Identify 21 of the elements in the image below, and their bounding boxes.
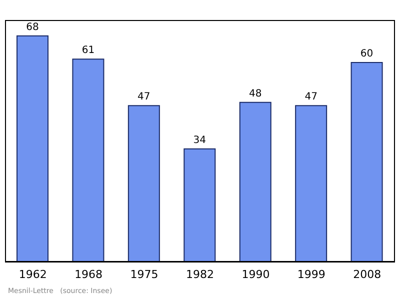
- data-label: 48: [248, 88, 262, 100]
- x-tick-label: 1975: [130, 268, 158, 281]
- data-label: 61: [82, 45, 95, 56]
- x-tick-label: 1968: [74, 268, 103, 281]
- data-label: 47: [304, 92, 318, 103]
- bar: [239, 102, 272, 262]
- data-label: 68: [26, 22, 39, 33]
- x-tick-label: 1982: [186, 268, 214, 281]
- data-label: 60: [360, 48, 374, 60]
- data-label: 47: [138, 92, 150, 103]
- bar: [128, 105, 160, 262]
- bar: [295, 105, 328, 262]
- bar: [72, 58, 104, 262]
- bar: [16, 35, 48, 262]
- x-tick-label: 2008: [353, 268, 382, 281]
- bar: [184, 148, 216, 262]
- bar: [350, 62, 383, 262]
- data-label: 34: [193, 134, 206, 146]
- x-tick-label: 1962: [18, 268, 47, 281]
- x-tick-label: 1999: [297, 268, 326, 281]
- x-tick-label: 1990: [242, 268, 270, 281]
